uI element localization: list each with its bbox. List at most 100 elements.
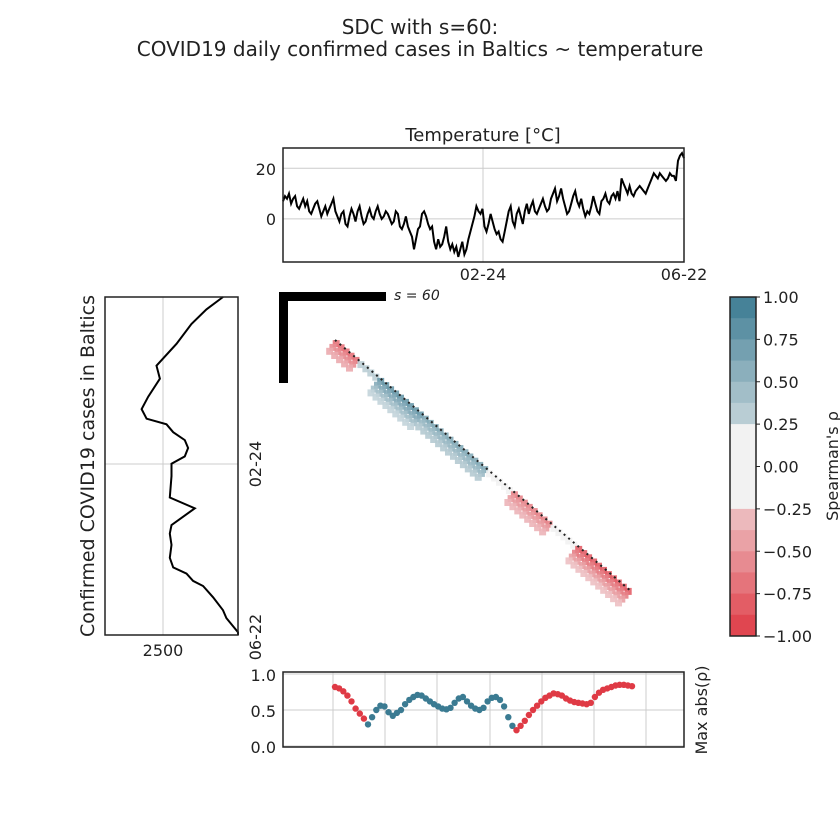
heatmap-cell	[601, 574, 609, 582]
heatmap-cell	[357, 361, 365, 369]
heatmap-cell	[575, 545, 583, 553]
heatmap-cell	[370, 385, 378, 393]
max-abs-rho-ylabel: Max abs(ρ)	[692, 665, 711, 754]
heatmap-cell	[413, 415, 421, 423]
heatmap-cell	[398, 402, 406, 410]
heatmap-cell	[555, 529, 563, 537]
heatmap-cell	[590, 578, 598, 586]
heatmap-cell	[380, 394, 388, 401]
heatmap-cell	[352, 356, 360, 364]
colorbar-level	[730, 487, 756, 510]
max-abs-rho-point	[505, 714, 512, 721]
max-abs-rho-point	[397, 706, 405, 714]
heatmap-cell	[453, 448, 461, 456]
colorbar-ticks: 1.00 0.75 0.50 0.25 0.00 −0.25 −0.50 −0.75 −1.00	[756, 288, 812, 646]
heatmap-cell	[438, 436, 446, 444]
heatmap-cell	[392, 390, 400, 398]
heatmap-cell	[603, 583, 611, 590]
heatmap-cell	[615, 599, 622, 607]
heatmap-cell	[428, 427, 436, 435]
heatmap-cell	[520, 499, 528, 507]
heatmap-cell	[600, 586, 608, 594]
heatmap-cell	[595, 562, 602, 570]
max-abs-rho-point	[381, 703, 388, 710]
heatmap-cell	[586, 562, 594, 570]
heatmap-cell	[347, 352, 355, 360]
heatmap-cell	[481, 466, 489, 474]
heatmap-cell	[606, 579, 614, 587]
heatmap-cell	[610, 595, 618, 603]
heatmap-cell	[491, 474, 499, 482]
max-abs-rho-point	[513, 727, 520, 734]
max-abs-rho-point	[340, 688, 347, 695]
heatmap-cell	[540, 516, 548, 524]
heatmap-cell	[430, 436, 438, 443]
colorbar-tick-label: 0.25	[763, 415, 799, 434]
heatmap-cell	[471, 457, 479, 465]
heatmap-cell	[441, 432, 449, 440]
heatmap-cell	[440, 444, 448, 452]
window-bar-horizontal	[279, 292, 386, 301]
heatmap-cell	[367, 389, 375, 397]
heatmap-cell	[337, 344, 345, 352]
temperature-ytick-0: 0	[266, 210, 276, 229]
heatmap-cell	[580, 570, 588, 577]
heatmap-cell	[383, 390, 391, 398]
heatmap-cell	[406, 403, 414, 411]
heatmap-cell	[501, 482, 508, 490]
heatmap-cell	[522, 507, 530, 515]
colorbar-level	[730, 318, 756, 340]
heatmap-cell	[426, 419, 434, 427]
colorbar-gradient	[730, 297, 756, 637]
max-abs-rho-ytick-05: 0.5	[251, 702, 276, 721]
heatmap-cell	[496, 478, 503, 486]
heatmap-cell	[392, 410, 400, 418]
colorbar: 1.00 0.75 0.50 0.25 0.00 −0.25 −0.50 −0.75 −1.00…	[729, 288, 840, 646]
max-abs-rho-frame	[282, 671, 685, 748]
heatmap-cell	[378, 385, 386, 393]
temperature-line	[282, 151, 685, 259]
heatmap-cell	[583, 566, 591, 574]
heatmap-cell	[530, 508, 538, 516]
colorbar-level	[730, 445, 756, 467]
heatmap-cell	[618, 595, 626, 603]
heatmap-cell	[565, 537, 573, 545]
temperature-grid	[283, 148, 684, 262]
colorbar-tick-label: 0.50	[763, 373, 799, 392]
heatmap-cell	[593, 574, 601, 582]
max-abs-rho-point	[447, 704, 454, 711]
colorbar-level	[730, 572, 756, 595]
heatmap-cell	[431, 424, 439, 432]
heatmap-cell	[560, 533, 568, 541]
heatmap-cell	[473, 465, 480, 473]
heatmap-cell	[407, 423, 415, 430]
heatmap-cell	[474, 473, 482, 481]
max-abs-rho-ytick-0: 0.0	[251, 738, 276, 757]
heatmap-cell	[461, 449, 469, 457]
heatmap-cell	[341, 360, 349, 368]
heatmap-cell	[604, 571, 612, 579]
max-abs-rho-point	[360, 715, 368, 722]
heatmap-cell	[402, 398, 409, 406]
heatmap-cell	[377, 377, 385, 385]
heatmap-cell	[507, 495, 515, 503]
cases-ytick-02-24: 02-24	[246, 441, 265, 488]
heatmap-cell	[395, 406, 403, 414]
heatmap-cell	[387, 386, 395, 394]
heatmap-cell	[591, 566, 599, 574]
heatmap-cell	[382, 402, 390, 409]
heatmap-cell	[408, 411, 416, 419]
cases-xtick-2500: 2500	[143, 641, 184, 660]
heatmap-cell	[468, 461, 475, 469]
heatmap-cell	[524, 515, 532, 523]
max-abs-rho-point	[529, 706, 537, 714]
window-size-label: s = 60	[394, 288, 440, 304]
heatmap-cell	[454, 457, 462, 464]
heatmap-cell	[385, 398, 393, 406]
max-abs-rho-point	[591, 693, 599, 701]
max-abs-rho-point	[459, 693, 467, 701]
heatmap-cell	[459, 461, 467, 469]
heatmap-cell	[344, 356, 352, 364]
heatmap-cell	[362, 365, 370, 373]
max-abs-rho-points	[331, 681, 636, 734]
